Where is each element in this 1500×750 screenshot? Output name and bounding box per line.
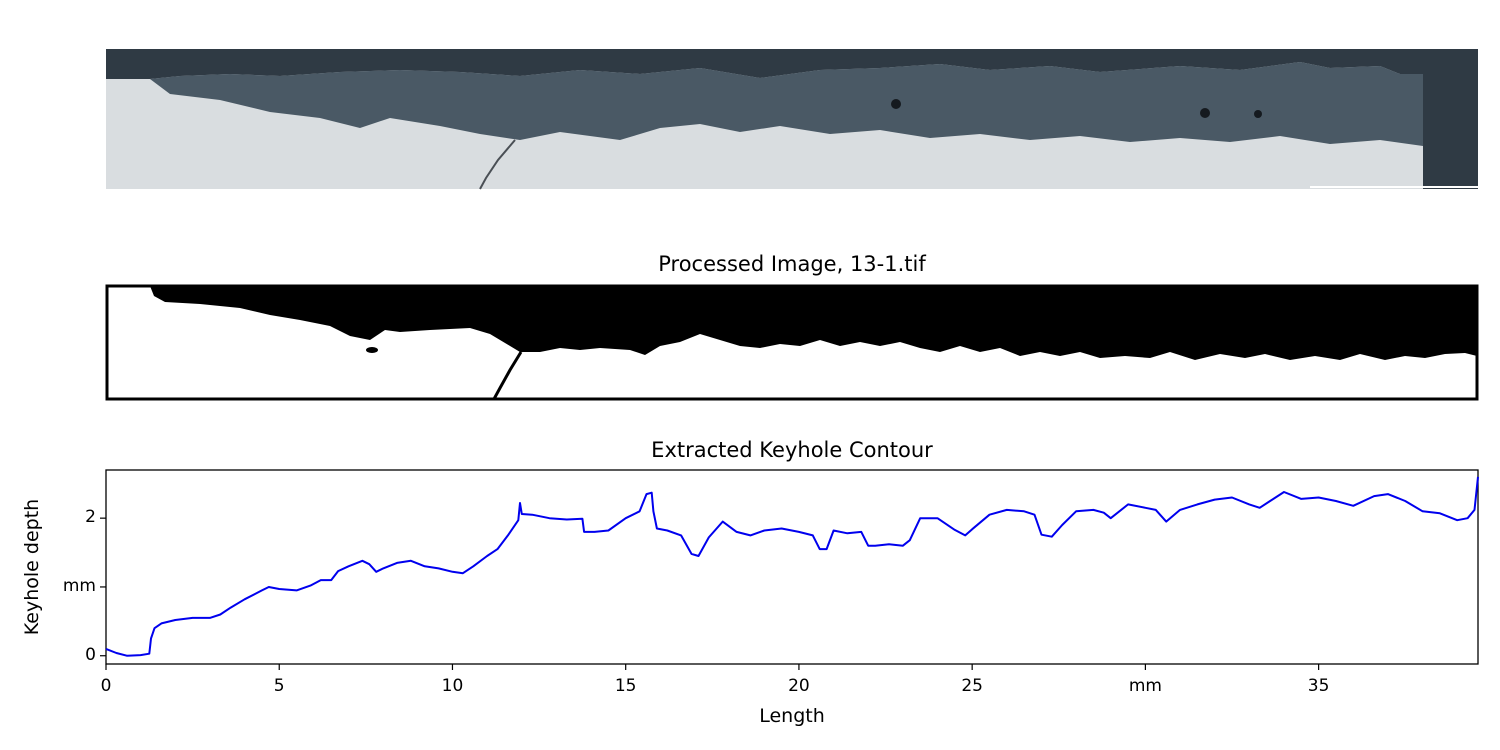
x-tick-label: 25 <box>961 676 983 696</box>
x-tick-label: 35 <box>1307 676 1330 696</box>
x-tick-label: 0 <box>100 676 112 696</box>
keyhole-contour-line <box>105 476 1479 657</box>
processed-image-title: Processed Image, 13-1.tif <box>658 252 926 276</box>
y-tick-marks <box>100 517 106 657</box>
y-axis-label: Keyhole depth <box>21 498 43 636</box>
y-tick-label: 0 <box>85 644 96 665</box>
x-tick-label: mm <box>1128 676 1162 696</box>
plot-frame <box>105 469 1479 665</box>
x-axis-label: Length <box>759 705 825 727</box>
x-tick-label: 15 <box>614 676 637 696</box>
chart-title: Extracted Keyhole Contour <box>651 438 933 462</box>
x-tick-label: 10 <box>441 676 464 696</box>
x-tick-label: 5 <box>273 676 285 696</box>
y-tick-label: mm <box>62 575 96 596</box>
y-tick-label: 2 <box>85 507 96 528</box>
x-tick-marks <box>105 664 1320 670</box>
x-tick-label: 20 <box>788 676 810 696</box>
